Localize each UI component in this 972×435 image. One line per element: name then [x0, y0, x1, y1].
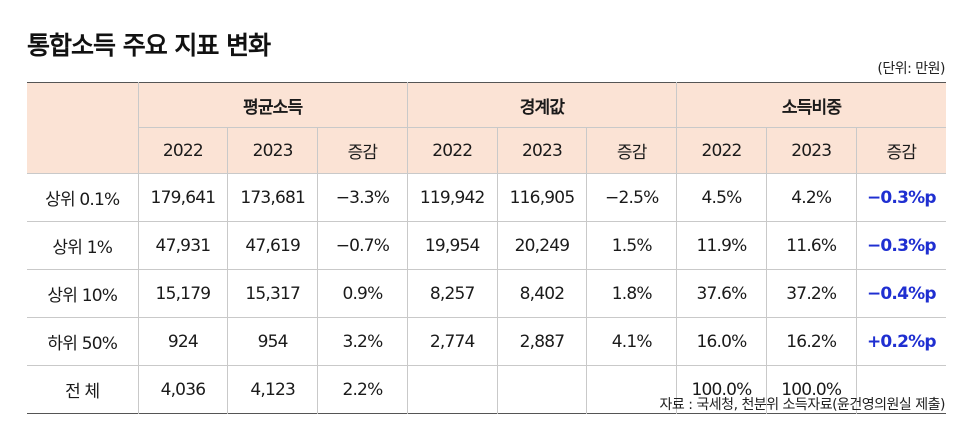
table-cell — [855, 365, 946, 414]
row-label: 상위 10% — [27, 269, 139, 318]
table-cell: 954 — [227, 317, 318, 366]
row-label: 하위 50% — [27, 317, 139, 366]
subheader-change: 증감 — [855, 127, 946, 174]
table-cell: 15,317 — [227, 269, 318, 318]
table-cell: 37.6% — [676, 269, 767, 318]
row-label: 전 체 — [65, 382, 100, 402]
table-cell: 179,641 — [137, 173, 228, 222]
table-cell: 173,681 — [227, 173, 318, 222]
row-label: 상위 1% — [27, 221, 139, 270]
table-cell: 1.5% — [586, 221, 677, 270]
table-cell: 1.8% — [586, 269, 677, 318]
table-cell: 2,887 — [496, 317, 587, 366]
table-cell: 924 — [137, 317, 228, 366]
subheader-year: 2023 — [227, 127, 318, 174]
table-cell: −2.5% — [586, 173, 677, 222]
unit-note: (단위: 만원) — [877, 61, 945, 77]
row-label: 상위 0.1% — [27, 173, 139, 222]
group-header-income-share: 소득비중 — [676, 82, 946, 128]
table-cell: −0.3%p — [855, 221, 946, 270]
table-cell: −0.3%p — [855, 173, 946, 222]
table-cell: 4.2% — [765, 173, 857, 222]
source-note: 자료 : 국세청, 천분위 소득자료(윤건영의원실 제출) — [659, 397, 946, 413]
table-row: 상위 0.1% 179,641 173,681 −3.3% 119,942 116,905… — [27, 173, 946, 222]
table-cell: 2,774 — [406, 317, 498, 366]
table-row: 상위 10% 15,179 15,317 0.9% 8,257 8,402 1.8% 37.6… — [27, 269, 946, 318]
subheader-year: 2022 — [406, 127, 498, 174]
page-title: 통합소득 주요 지표 변화 — [27, 31, 271, 60]
table-cell: 4,123 — [227, 365, 318, 414]
table-cell: 37.2% — [765, 269, 857, 318]
table-cell: 4.5% — [676, 173, 767, 222]
subheader-change: 증감 — [586, 127, 677, 174]
table-cell — [406, 365, 498, 414]
group-header-average-income: 평균소득 — [137, 82, 408, 128]
table-row: 전 체 4,036 4,123 2.2% 100.0% 100.0% — [27, 365, 946, 414]
table-cell: 11.6% — [765, 221, 857, 270]
table-cell: 11.9% — [676, 221, 767, 270]
table-cell — [586, 365, 677, 414]
table-cell: 100.0% — [676, 365, 767, 414]
table-cell: 4.1% — [586, 317, 677, 366]
subheader-year: 2022 — [676, 127, 767, 174]
table-cell: 100.0% — [765, 365, 857, 414]
table-cell: 16.0% — [676, 317, 767, 366]
income-indicator-table: 평균소득 경계값 소득비중 2022 2023 증감 2022 2023 증감 … — [27, 82, 946, 414]
table-cell: 47,931 — [137, 221, 228, 270]
table-cell: 116,905 — [496, 173, 587, 222]
table-cell: 16.2% — [765, 317, 857, 366]
table-row: 상위 1% 47,931 47,619 −0.7% 19,954 20,249 1.5% 11… — [27, 221, 946, 270]
table-cell: −3.3% — [317, 173, 408, 222]
table-cell: 119,942 — [406, 173, 498, 222]
table-cell — [496, 365, 587, 414]
table-cell: 20,249 — [496, 221, 587, 270]
subheader-year: 2022 — [137, 127, 228, 174]
subheader-year: 2023 — [765, 127, 857, 174]
group-header-threshold: 경계값 — [406, 82, 677, 128]
table-cell: 8,402 — [496, 269, 587, 318]
subheader-year: 2023 — [496, 127, 587, 174]
header-corner — [27, 82, 139, 174]
table-cell: 15,179 — [137, 269, 228, 318]
table-cell: +0.2%p — [855, 317, 946, 366]
table-cell: 4,036 — [137, 365, 228, 414]
table-cell: 0.9% — [317, 269, 408, 318]
table-cell: −0.7% — [317, 221, 408, 270]
table-cell: −0.4%p — [855, 269, 946, 318]
table-cell: 3.2% — [317, 317, 408, 366]
table-cell: 2.2% — [317, 365, 408, 414]
table-cell: 19,954 — [406, 221, 498, 270]
table-cell: 8,257 — [406, 269, 498, 318]
subheader-change: 증감 — [317, 127, 408, 174]
table-cell: 47,619 — [227, 221, 318, 270]
table-row: 하위 50% 924 954 3.2% 2,774 2,887 4.1% 16.0% 16.2%… — [27, 317, 946, 366]
